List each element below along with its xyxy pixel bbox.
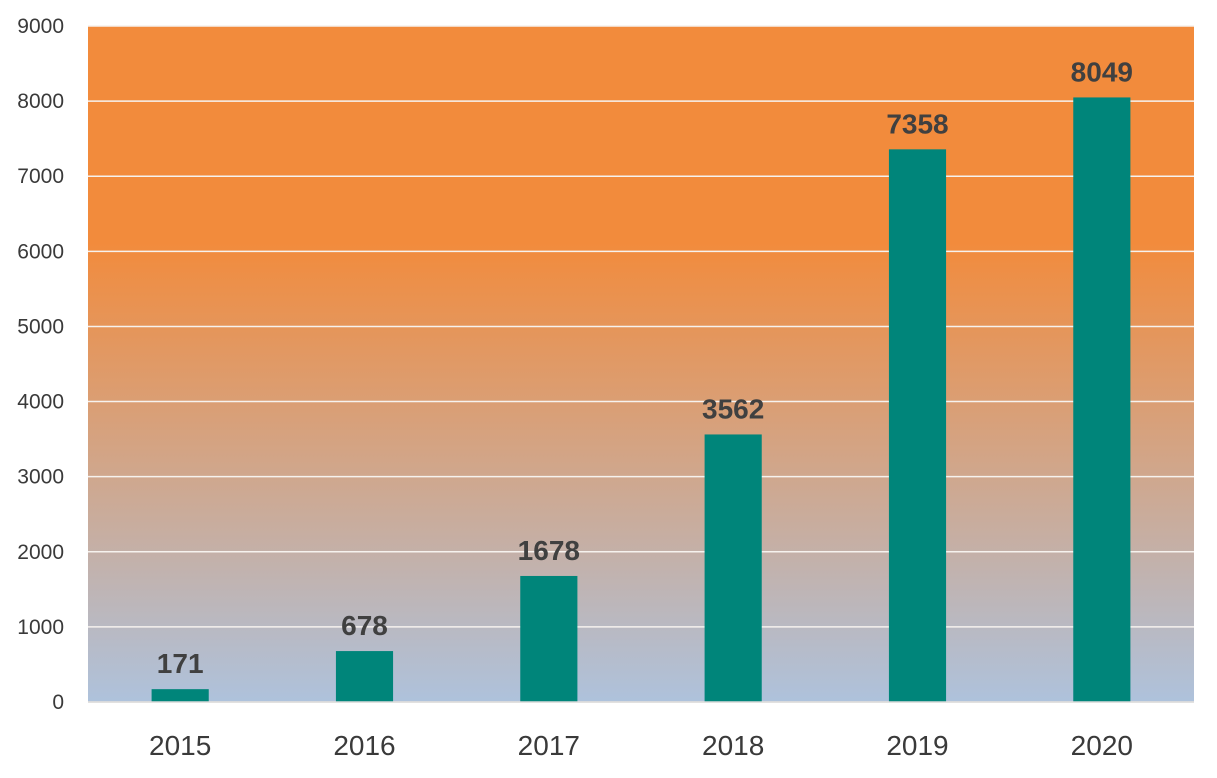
y-tick-label: 9000 bbox=[17, 15, 64, 38]
bar-2017 bbox=[520, 575, 578, 702]
data-label-2016: 678 bbox=[341, 610, 388, 641]
x-tick-label: 2016 bbox=[333, 730, 395, 761]
bar-2015 bbox=[151, 689, 209, 702]
y-tick-label: 5000 bbox=[17, 315, 64, 338]
y-tick-label: 1000 bbox=[17, 616, 64, 639]
bar-2018 bbox=[704, 434, 762, 702]
gridlines bbox=[88, 25, 1194, 703]
data-label-2017: 1678 bbox=[518, 535, 580, 566]
x-tick-label: 2017 bbox=[518, 730, 580, 761]
y-tick-label: 6000 bbox=[17, 240, 64, 263]
bar-2020 bbox=[1073, 97, 1131, 702]
x-tick-label: 2015 bbox=[149, 730, 211, 761]
y-tick-label: 7000 bbox=[17, 165, 64, 188]
y-tick-label: 3000 bbox=[17, 466, 64, 489]
y-tick-label: 0 bbox=[52, 691, 64, 714]
bar-2019 bbox=[888, 149, 947, 702]
data-label-2019: 7358 bbox=[886, 108, 948, 139]
plot-area-background bbox=[88, 26, 1194, 702]
data-labels: 171 678 1678 3562 7358 8049 bbox=[157, 56, 1133, 679]
bars bbox=[151, 97, 1131, 702]
x-tick-label: 2019 bbox=[886, 730, 948, 761]
data-label-2015: 171 bbox=[157, 648, 204, 679]
y-tick-label: 8000 bbox=[17, 90, 64, 113]
x-tick-label: 2018 bbox=[702, 730, 764, 761]
data-label-2018: 3562 bbox=[702, 393, 764, 424]
y-axis: 0 1000 2000 3000 4000 5000 6000 7000 8000 9000 bbox=[17, 15, 64, 714]
bar-2016 bbox=[335, 651, 394, 702]
x-tick-label: 2020 bbox=[1071, 730, 1133, 761]
y-tick-label: 4000 bbox=[17, 391, 64, 414]
y-tick-label: 2000 bbox=[17, 541, 64, 564]
x-axis: 2015 2016 2017 2018 2019 2020 bbox=[88, 701, 1194, 761]
data-label-2020: 8049 bbox=[1071, 56, 1133, 87]
